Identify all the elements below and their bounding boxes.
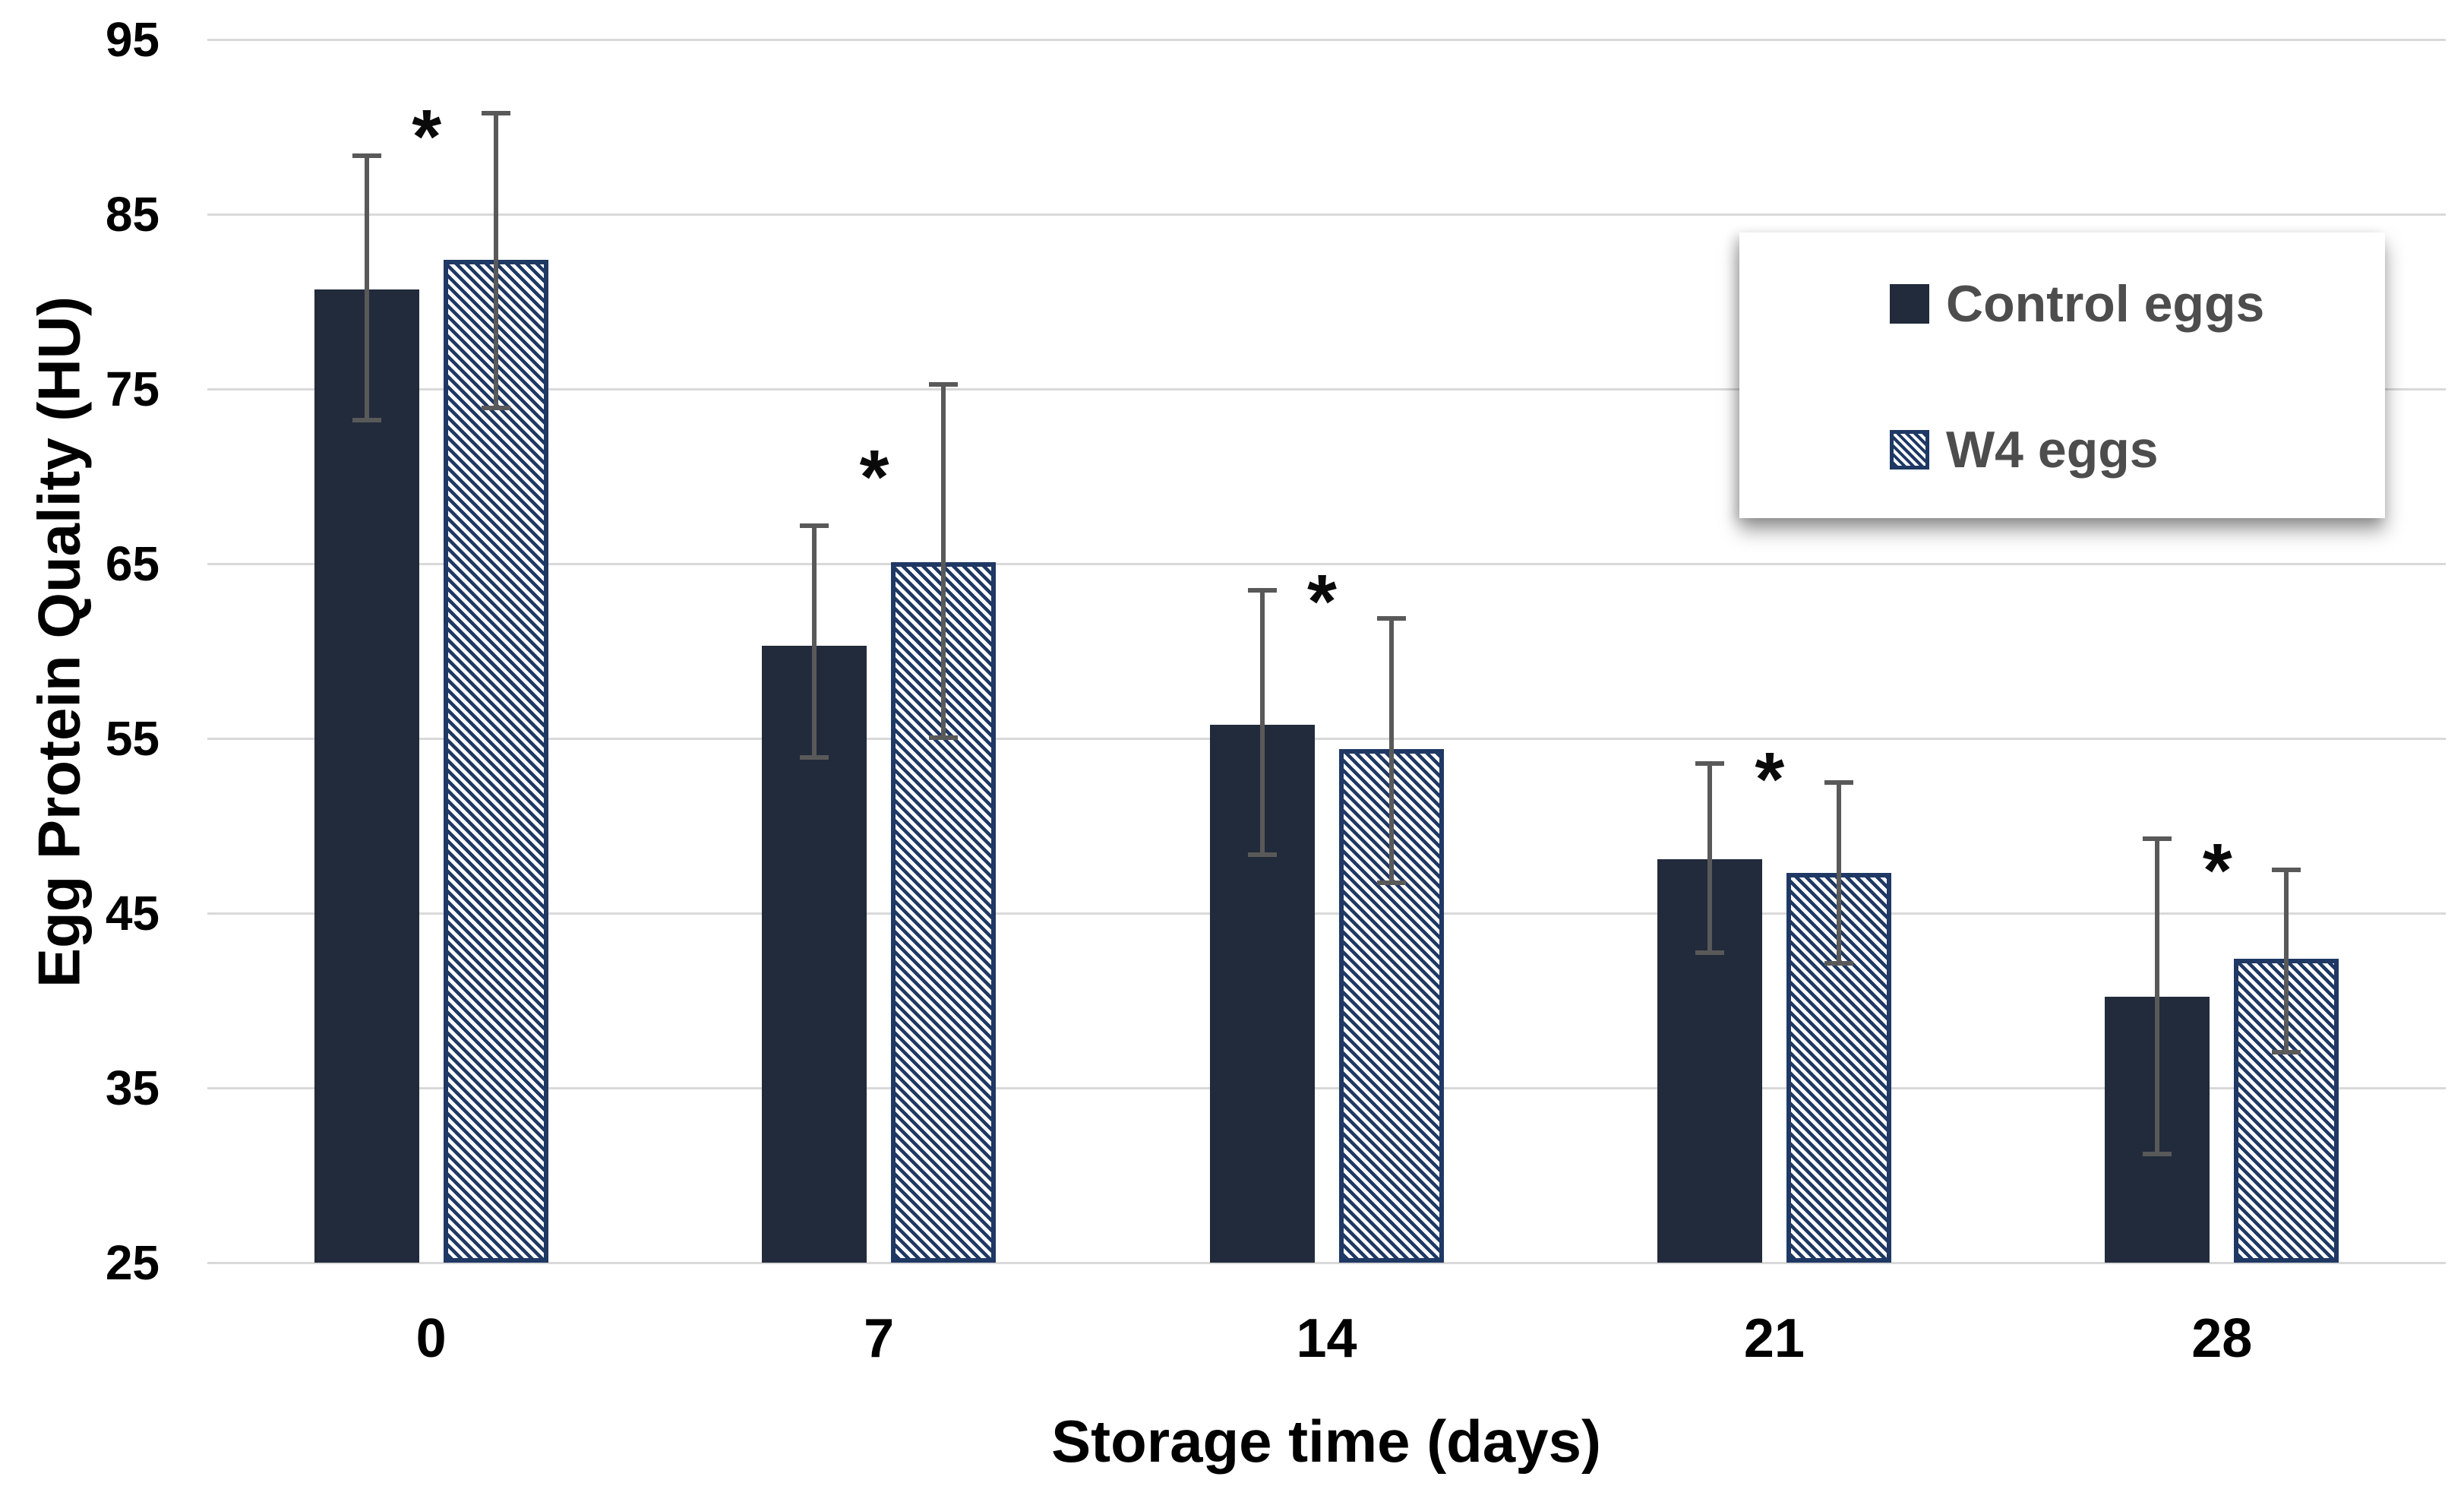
legend-swatch-diagonal-hatch-icon bbox=[1890, 430, 1929, 470]
error-bar-control-eggs-day-21 bbox=[1695, 760, 1724, 956]
error-bar-cap-top bbox=[2272, 868, 2301, 873]
error-bar-cap-bottom bbox=[2143, 1151, 2172, 1156]
legend: Control eggs W4 eggs bbox=[1739, 232, 2385, 518]
legend-item-control-eggs: Control eggs bbox=[1890, 275, 2264, 333]
error-bar-cap-bottom bbox=[352, 417, 381, 422]
error-bar-stem bbox=[2155, 836, 2160, 1156]
error-bar-control-eggs-day-0 bbox=[352, 153, 381, 422]
error-bar-control-eggs-day-14 bbox=[1247, 588, 1277, 858]
y-tick-label-55: 55 bbox=[105, 711, 160, 766]
y-tick-label-65: 65 bbox=[105, 536, 160, 591]
error-bar-control-eggs-day-7 bbox=[800, 523, 829, 760]
gridline-45 bbox=[207, 912, 2446, 915]
y-tick-label-35: 35 bbox=[105, 1061, 160, 1115]
gridline-75 bbox=[207, 388, 2446, 390]
gridline-55 bbox=[207, 738, 2446, 740]
error-bar-cap-top bbox=[929, 381, 959, 387]
error-bar-cap-bottom bbox=[1247, 852, 1277, 858]
error-bar-w4-eggs-day-0 bbox=[481, 111, 510, 410]
legend-label: W4 eggs bbox=[1946, 421, 2159, 479]
error-bar-control-eggs-day-28 bbox=[2143, 836, 2172, 1156]
error-bar-cap-top bbox=[352, 153, 381, 158]
gridline-95 bbox=[207, 39, 2446, 41]
x-tick-label-14: 14 bbox=[1296, 1308, 1357, 1369]
error-bar-stem bbox=[2284, 868, 2289, 1055]
error-bar-cap-bottom bbox=[800, 754, 829, 760]
x-tick-label-0: 0 bbox=[415, 1308, 447, 1369]
significance-asterisk-day-14: * bbox=[1307, 558, 1337, 644]
significance-asterisk-day-28: * bbox=[2202, 827, 2232, 913]
y-tick-label-25: 25 bbox=[105, 1235, 160, 1290]
error-bar-cap-top bbox=[800, 523, 829, 529]
error-bar-cap-top bbox=[1247, 588, 1277, 593]
error-bar-w4-eggs-day-21 bbox=[1824, 780, 1853, 966]
error-bar-stem bbox=[1388, 616, 1394, 886]
error-bar-w4-eggs-day-28 bbox=[2272, 868, 2301, 1055]
legend-item-w4-eggs: W4 eggs bbox=[1890, 421, 2159, 479]
y-tick-label-95: 95 bbox=[105, 12, 160, 67]
gridline-65 bbox=[207, 563, 2446, 565]
y-tick-label-45: 45 bbox=[105, 886, 160, 941]
gridline-35 bbox=[207, 1087, 2446, 1089]
error-bar-w4-eggs-day-7 bbox=[929, 381, 959, 741]
error-bar-cap-top bbox=[1695, 760, 1724, 766]
error-bar-cap-bottom bbox=[2272, 1050, 2301, 1055]
significance-asterisk-day-7: * bbox=[859, 435, 889, 520]
error-bar-stem bbox=[1259, 588, 1265, 858]
significance-asterisk-day-21: * bbox=[1755, 737, 1785, 823]
error-bar-cap-bottom bbox=[481, 405, 510, 410]
error-bar-stem bbox=[812, 523, 817, 760]
error-bar-cap-top bbox=[481, 111, 510, 116]
error-bar-cap-bottom bbox=[1824, 960, 1853, 966]
significance-asterisk-day-0: * bbox=[412, 93, 442, 179]
error-bar-stem bbox=[941, 381, 946, 741]
error-bar-cap-bottom bbox=[1695, 950, 1724, 956]
error-bar-cap-top bbox=[2143, 836, 2172, 841]
gridline-25 bbox=[207, 1262, 2446, 1264]
error-bar-cap-top bbox=[1376, 616, 1406, 621]
legend-label: Control eggs bbox=[1946, 275, 2265, 333]
error-bar-stem bbox=[493, 111, 498, 410]
x-tick-label-7: 7 bbox=[864, 1308, 895, 1369]
y-tick-label-85: 85 bbox=[105, 187, 160, 242]
error-bar-w4-eggs-day-14 bbox=[1376, 616, 1406, 886]
error-bar-stem bbox=[1836, 780, 1841, 966]
error-bar-cap-top bbox=[1824, 780, 1853, 786]
gridline-85 bbox=[207, 213, 2446, 216]
x-tick-label-21: 21 bbox=[1743, 1308, 1805, 1369]
error-bar-cap-bottom bbox=[1376, 881, 1406, 886]
x-tick-label-28: 28 bbox=[2191, 1308, 2253, 1369]
bar-control-eggs-day-0 bbox=[314, 289, 419, 1263]
y-tick-label-75: 75 bbox=[105, 362, 160, 416]
legend-swatch-solid-icon bbox=[1890, 284, 1929, 324]
error-bar-stem bbox=[364, 153, 369, 422]
error-bar-stem bbox=[1707, 760, 1712, 956]
bar-w4-eggs-day-14 bbox=[1338, 748, 1444, 1263]
error-bar-cap-bottom bbox=[929, 735, 959, 741]
x-axis-title: Storage time (days) bbox=[1051, 1408, 1601, 1475]
bar-w4-eggs-day-0 bbox=[443, 259, 548, 1263]
